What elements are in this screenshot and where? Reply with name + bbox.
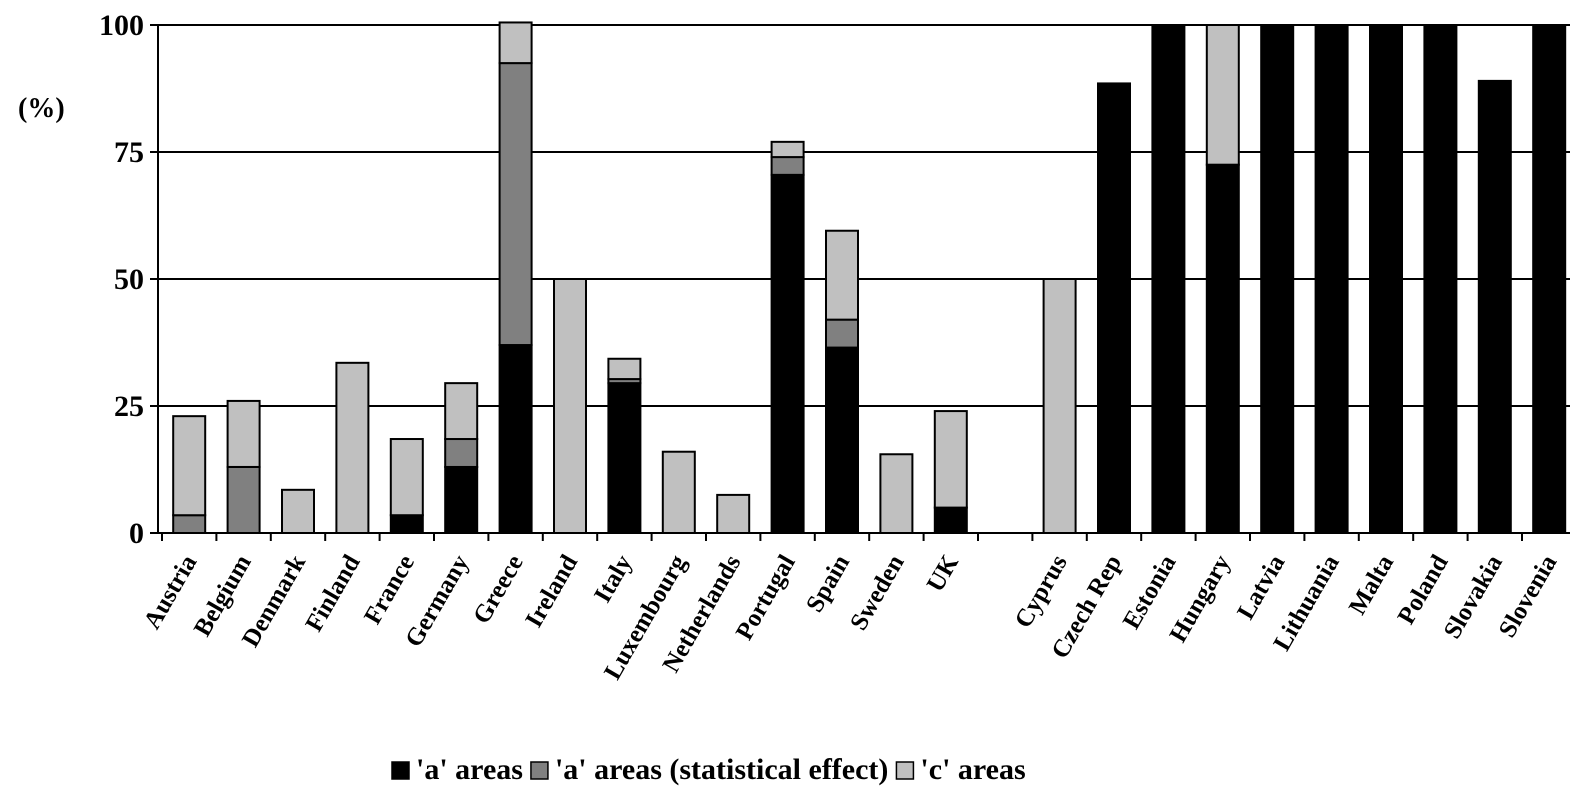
bar-segment — [1151, 24, 1186, 534]
bar-segment — [879, 453, 914, 535]
x-tick-label: Spain — [801, 550, 855, 617]
bar-segment — [172, 514, 207, 534]
bar-segment — [933, 410, 968, 509]
bar-segment — [825, 346, 859, 534]
x-tick-label: Poland — [1393, 550, 1454, 629]
bar-segment — [1260, 24, 1295, 534]
bar-segment — [226, 399, 261, 468]
x-tick-label: Sweden — [845, 550, 909, 635]
x-tick-label: Ireland — [520, 550, 583, 632]
bar-segment — [1097, 82, 1131, 534]
bar-segment — [444, 465, 479, 534]
bar-segment — [1205, 24, 1240, 166]
bar-segment — [825, 318, 859, 349]
bar-segment — [444, 438, 479, 468]
y-tick-label: 75 — [114, 136, 144, 169]
legend-entry: 'a' areas — [416, 753, 523, 786]
x-tick-label: Malta — [1344, 550, 1400, 619]
bar-segment — [1532, 24, 1567, 534]
x-tick-label: Italy — [589, 550, 638, 607]
bar-segment — [498, 21, 533, 65]
bar-segment — [281, 488, 315, 535]
legend: 'a' areas 'a' areas (statistical effect) '… — [391, 753, 1026, 786]
bar-segment — [1042, 278, 1077, 534]
bar-segment — [933, 506, 968, 535]
bar-segment — [553, 278, 587, 534]
bar-segment — [825, 229, 859, 321]
bar-segment — [1205, 163, 1240, 534]
bar-segment — [498, 62, 533, 347]
bar-segment — [661, 450, 696, 534]
bar-segment — [389, 438, 424, 517]
bar-segment — [444, 382, 479, 441]
legend-entry: 'c' areas — [920, 753, 1025, 786]
bar-segment — [716, 493, 751, 534]
bar-segment — [172, 415, 207, 517]
gridlines — [158, 24, 1570, 407]
legend-entry: 'a' areas (statistical effect) — [555, 753, 888, 786]
bar-segment — [770, 140, 805, 159]
legend-swatch — [530, 761, 549, 780]
bar-segment — [770, 156, 805, 176]
bars — [172, 21, 1567, 535]
legend-swatch — [895, 761, 915, 780]
bar-segment — [1477, 79, 1512, 534]
y-tick-label: 50 — [114, 263, 144, 296]
bar-segment — [1423, 24, 1458, 534]
bar-segment — [498, 344, 533, 535]
x-tick-label: Greece — [468, 551, 529, 629]
y-axis-label: (%) — [18, 93, 65, 124]
y-tick-label: 25 — [114, 390, 144, 423]
bar-segment — [607, 357, 642, 381]
category-labels: AustriaBelgiumDenmarkFinlandFranceGerman… — [139, 550, 1563, 684]
bar-segment — [389, 514, 424, 534]
y-tick-label: 100 — [99, 9, 144, 42]
bar-segment — [1314, 24, 1349, 534]
bar-segment — [607, 382, 642, 535]
y-tick-label: 0 — [129, 517, 144, 550]
bar-segment — [226, 465, 261, 534]
bar-segment — [335, 361, 370, 534]
bar-segment — [1369, 24, 1403, 534]
legend-swatch — [391, 761, 410, 780]
x-tick-label: UK — [922, 550, 964, 596]
x-tick-label: Latvia — [1232, 550, 1290, 624]
x-tick-label: Finland — [301, 550, 366, 636]
bar-segment — [770, 173, 805, 535]
x-tick-label: France — [359, 551, 420, 629]
